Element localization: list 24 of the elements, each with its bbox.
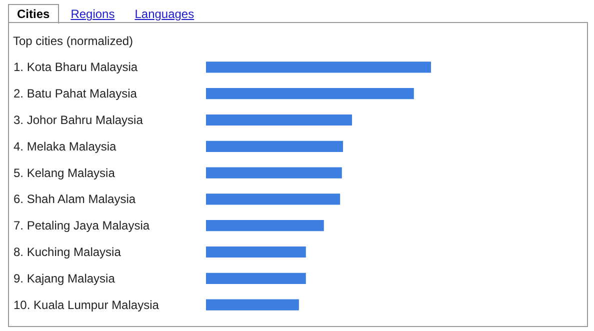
text: Languages: [134, 6, 196, 23]
y-tick-label: 9. Kajang Malaysia: [14, 271, 116, 286]
text: Cities: [8, 4, 59, 24]
y-tick-label: 6. Shah Alam Malaysia: [14, 192, 136, 206]
y-tick-label: 8. Kuching Malaysia: [14, 245, 122, 259]
y-tick-label: 3. Johor Bahru Malaysia: [14, 113, 144, 127]
y-tick-label: 1. Kota Bharu Malaysia: [14, 60, 138, 74]
bar: [206, 88, 414, 100]
y-tick-label: 2. Batu Pahat Malaysia: [14, 86, 138, 101]
bar: [206, 114, 352, 126]
y-tick-label: 4. Melaka Malaysia: [14, 139, 117, 154]
bar: [206, 299, 299, 310]
y-tick-label: 5. Kelang Malaysia: [14, 166, 116, 180]
text: Regions: [70, 6, 116, 23]
text: Top cities (normalized): [13, 34, 134, 48]
bar: [206, 140, 344, 152]
bar: [206, 62, 431, 73]
y-tick-label: 7. Petaling Jaya Malaysia: [14, 218, 150, 233]
bar: [206, 272, 306, 284]
bar: [206, 220, 324, 232]
bar: [206, 167, 342, 178]
bar: [206, 194, 340, 205]
bar: [206, 246, 306, 258]
y-tick-label: 10. Kuala Lumpur Malaysia: [14, 298, 160, 312]
